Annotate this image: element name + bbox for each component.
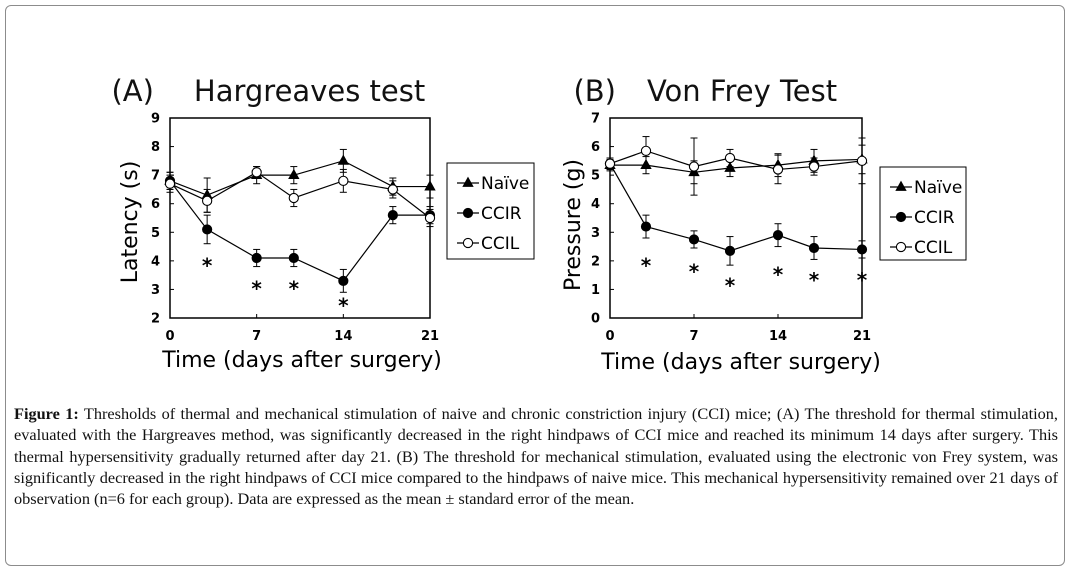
legend-label: Naïve (481, 174, 529, 194)
y-tick-label: 3 (151, 283, 160, 298)
data-point (724, 245, 736, 256)
data-point (640, 145, 652, 157)
significance-asterisk: * (857, 268, 868, 292)
data-point (424, 212, 436, 224)
data-point (856, 155, 868, 167)
significance-asterisk: * (251, 277, 262, 301)
y-tick-label: 4 (151, 254, 160, 269)
data-point (688, 161, 700, 172)
series-ccil (164, 166, 436, 228)
data-point (251, 167, 262, 178)
x-axis-label: Time (days after surgery) (600, 350, 881, 375)
x-tick-label: 21 (421, 329, 439, 344)
y-tick-label: 3 (591, 226, 600, 241)
x-axis-label: Time (days after surgery) (161, 348, 442, 373)
figure-caption: Figure 1: Thresholds of thermal and mech… (14, 403, 1058, 509)
legend-label: CCIR (481, 204, 522, 224)
y-tick-label: 0 (591, 312, 600, 327)
y-tick-label: 4 (591, 197, 600, 212)
panel-a-label: (A) (111, 74, 154, 108)
plot-area-frame (609, 117, 863, 319)
data-point (387, 210, 398, 221)
y-tick-label: 6 (591, 140, 600, 155)
significance-asterisk: * (689, 259, 700, 283)
data-point (424, 180, 436, 191)
chart-panel-a: 2 3 4 5 6 7 8 9 0 7 14 21 Time (days after surgery) L… (118, 112, 535, 373)
y-tick-label: 5 (151, 226, 160, 241)
legend-marker (462, 237, 474, 249)
significance-asterisk: * (202, 254, 213, 278)
data-point (288, 252, 299, 264)
figure-frame (5, 5, 1065, 566)
significance-asterisk: * (641, 254, 652, 278)
legend-label: CCIL (914, 238, 953, 258)
data-point (856, 244, 868, 255)
y-tick-label: 6 (151, 197, 160, 212)
significance-asterisk: * (773, 262, 784, 286)
legend: Naïve CCIR CCIL (879, 166, 967, 261)
data-point (688, 234, 700, 245)
data-point (724, 152, 736, 164)
y-tick-label: 7 (151, 169, 160, 184)
panel-a-title: (A) Hargreaves test (93, 40, 425, 108)
y-tick-label: 9 (151, 112, 160, 127)
chart-panel-b: 0 1 2 3 4 5 6 7 0 7 14 21 Time (days after surgery) P… (561, 112, 967, 375)
y-tick-label: 5 (591, 169, 600, 184)
significance-asterisk: * (338, 294, 349, 318)
y-axis-label: Pressure (g) (561, 159, 586, 291)
significance-asterisk: * (289, 277, 300, 301)
y-tick-label: 7 (591, 112, 600, 127)
legend-label: CCIR (914, 208, 955, 228)
data-point (202, 224, 213, 235)
legend-label: Naïve (914, 178, 962, 198)
legend-marker (895, 241, 907, 253)
data-point (288, 168, 300, 180)
x-tick-label: 21 (853, 329, 871, 344)
data-point (251, 252, 262, 264)
caption-text: Thresholds of thermal and mechanical sti… (14, 404, 1058, 509)
x-tick-label: 7 (689, 329, 698, 344)
x-tick-label: 7 (252, 329, 261, 344)
panel-b-label: (B) (573, 74, 616, 108)
data-point (288, 192, 299, 204)
data-point (201, 195, 213, 207)
series-ccil (604, 136, 868, 196)
data-point (772, 230, 784, 241)
data-point (772, 164, 784, 175)
y-tick-label: 2 (151, 312, 160, 327)
legend-marker (895, 211, 907, 223)
data-point (387, 184, 399, 195)
legend-marker (462, 176, 474, 187)
legend-marker (462, 207, 474, 219)
legend-label: CCIL (481, 234, 520, 254)
data-point (338, 275, 349, 286)
data-point (808, 242, 820, 254)
data-point (604, 158, 616, 169)
x-tick-label: 0 (605, 329, 614, 344)
significance-asterisk: * (725, 274, 736, 298)
data-point (338, 175, 349, 187)
y-tick-label: 2 (591, 254, 600, 269)
panel-b-name: Von Frey Test (646, 74, 838, 108)
y-axis-label: Latency (s) (118, 161, 143, 284)
significance-asterisk: * (809, 268, 820, 292)
panel-a-name: Hargreaves test (193, 74, 426, 108)
y-tick-label: 1 (591, 283, 600, 298)
data-point (337, 154, 350, 165)
legend-marker (895, 180, 907, 191)
x-tick-label: 14 (769, 329, 787, 344)
legend: Naïve CCIR CCIL (446, 162, 535, 260)
y-tick-label: 8 (151, 140, 160, 155)
x-tick-label: 0 (165, 329, 174, 344)
legend-frame (879, 166, 967, 261)
panel-b-title: (B) Von Frey Test (555, 40, 837, 108)
data-point (640, 221, 652, 232)
caption-label: Figure 1: (14, 404, 79, 423)
data-point (808, 161, 820, 172)
x-tick-label: 14 (334, 329, 352, 344)
data-point (164, 178, 176, 189)
